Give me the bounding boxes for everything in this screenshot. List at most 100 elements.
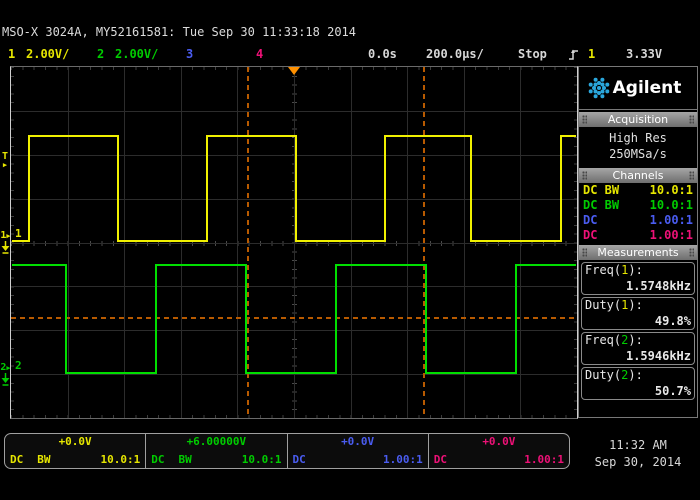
sample-rate: 250MSa/s <box>609 147 667 161</box>
channel-1-trace-segment <box>117 135 119 242</box>
bottom-bar: +0.0V DC BW 10.0:1 +6.00000V DC BW 10.0:1 +0… <box>4 433 570 469</box>
ch4-probe: 1.00:1 <box>524 453 564 466</box>
ch3-coupling: DC <box>583 213 598 227</box>
channel-row-4: DC 1.00:1 <box>579 228 697 243</box>
run-state: Stop <box>518 47 547 61</box>
ch1-ground-marker[interactable]: 1 ▶ <box>0 231 11 254</box>
timebase[interactable]: 200.0µs/ <box>426 47 484 61</box>
trigger-level-marker[interactable]: T ▶ <box>0 152 10 170</box>
trigger-position-marker[interactable] <box>288 67 300 75</box>
ch3-info-box[interactable]: +0.0V DC 1.00:1 <box>286 434 428 468</box>
measurement-value: 49.8% <box>654 314 691 328</box>
measurement-duty1: Duty(1): 49.8% <box>581 297 695 330</box>
ch3-probe: 1.00:1 <box>383 453 423 466</box>
brand-box: Agilent <box>579 67 697 110</box>
ch3-coupling: DC <box>292 453 306 466</box>
ch3-status-number[interactable]: 3 <box>186 47 194 61</box>
measurement-freq2: Freq(2): 1.5946kHz <box>581 332 695 365</box>
channel-1-trace-segment <box>295 135 297 242</box>
ground-symbol-icon <box>1 373 10 386</box>
acquisition-header[interactable]: Acquisition <box>579 112 697 127</box>
measurement-label: Duty( <box>585 298 622 312</box>
vertical-cursor[interactable] <box>423 67 425 418</box>
measurement-label-suffix: ): <box>628 298 643 312</box>
channel-2-trace-segment <box>426 372 516 374</box>
ch1-scale[interactable]: 2.00V/ <box>26 47 70 61</box>
ch3-probe-ratio: 1.00:1 <box>649 213 693 227</box>
trigger-level-value: 3.33V <box>626 47 663 61</box>
ch1-bw-limit: BW <box>37 453 51 466</box>
measurement-duty2: Duty(2): 50.7% <box>581 367 695 400</box>
ch2-scale[interactable]: 2.00V/ <box>115 47 159 61</box>
ch1-coupling: DC <box>10 453 24 466</box>
grid-line <box>463 67 465 418</box>
acquisition-title: Acquisition <box>607 113 669 126</box>
channel-1-trace-segment <box>385 135 471 137</box>
ch4-status-number[interactable]: 4 <box>256 47 264 61</box>
ch2-probe-ratio: 10.0:1 <box>649 198 693 212</box>
measurements-header[interactable]: Measurements <box>579 245 697 260</box>
ch2-offset: +6.00000V <box>186 435 247 448</box>
channel-2-trace-segment <box>155 264 157 374</box>
grid-line <box>67 67 69 418</box>
ch1-offset: +0.0V <box>58 435 92 448</box>
channel-1-trace-segment <box>561 135 576 137</box>
channel-1-trace-segment <box>470 135 472 242</box>
grip-icon <box>689 248 694 257</box>
ch1-probe: 10.0:1 <box>100 453 141 466</box>
vertical-cursor[interactable] <box>247 67 249 418</box>
ch4-probe-ratio: 1.00:1 <box>649 228 693 242</box>
channels-header[interactable]: Channels <box>579 168 697 183</box>
brand-name: Agilent <box>612 78 682 98</box>
ch1-ground-arrow-icon: ▶ <box>6 232 11 240</box>
channel-2-trace-segment <box>246 372 336 374</box>
ch4-info-box[interactable]: +0.0V DC 1.00:1 <box>427 434 569 468</box>
grid-line <box>294 67 295 418</box>
ch1-status-number[interactable]: 1 <box>8 47 16 61</box>
trigger-source[interactable]: 1 <box>588 47 596 61</box>
measurement-label-suffix: ): <box>628 263 643 277</box>
channel-1-trace-segment <box>206 135 208 242</box>
channel-1-trace-segment <box>384 135 386 242</box>
ch2-coupling: DC BW <box>583 198 620 212</box>
channel-row-1: DC BW 10.0:1 <box>579 183 697 198</box>
measurements-title: Measurements <box>597 246 679 259</box>
channel-2-trace-segment <box>66 372 156 374</box>
measurement-value: 1.5946kHz <box>625 349 691 363</box>
channel-1-trace-segment <box>29 135 118 137</box>
grip-icon <box>582 115 587 124</box>
horizontal-cursor[interactable] <box>11 317 577 319</box>
grid-line <box>237 67 239 418</box>
clock: 11:32 AM Sep 30, 2014 <box>578 437 698 471</box>
trigger-level-label: T <box>1 151 9 162</box>
measurement-channel: 2 <box>621 333 629 347</box>
channel-2-trace-segment <box>245 264 247 374</box>
ch1-probe-ratio: 10.0:1 <box>649 183 693 197</box>
measurement-label: Freq( <box>585 263 622 277</box>
grid-line <box>350 67 352 418</box>
ch2-status-number[interactable]: 2 <box>97 47 105 61</box>
channel-2-trace-segment <box>516 264 576 266</box>
clock-date: Sep 30, 2014 <box>594 455 682 469</box>
channel-1-trace-segment <box>560 135 562 242</box>
grip-icon <box>582 171 587 180</box>
ch2-bw-limit: BW <box>178 453 192 466</box>
channel-row-2: DC BW 10.0:1 <box>579 198 697 213</box>
ch2-ground-marker[interactable]: 2 ▶ <box>0 363 11 386</box>
channel-1-trace-segment <box>471 240 561 242</box>
grid-line <box>520 67 522 418</box>
ch2-info-box[interactable]: +6.00000V DC BW 10.0:1 <box>145 434 286 468</box>
ch1-info-box[interactable]: +0.0V DC BW 10.0:1 <box>5 434 145 468</box>
ch2-probe: 10.0:1 <box>241 453 282 466</box>
grip-icon <box>582 248 587 257</box>
ground-symbol-icon <box>1 241 10 254</box>
waveform-display[interactable]: 1 2 <box>10 66 578 419</box>
channels-title: Channels <box>612 169 664 182</box>
measurement-value: 1.5748kHz <box>625 279 691 293</box>
channel-1-trace-segment <box>296 240 385 242</box>
trigger-level-arrow-icon: ▶ <box>2 161 8 169</box>
acquisition-mode: High Res <box>609 131 667 145</box>
ch2-ground-label: 2 <box>0 362 7 373</box>
grid-line <box>124 67 126 418</box>
